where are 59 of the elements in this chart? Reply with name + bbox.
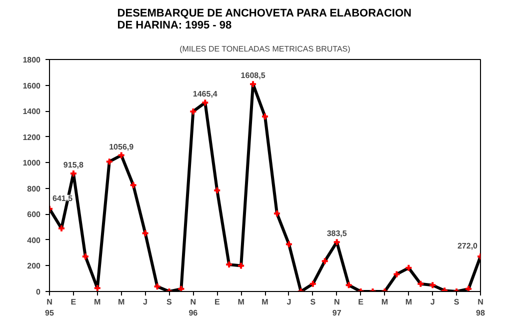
y-tick-label: 1200 (22, 132, 42, 142)
point (284, 240, 293, 248)
y-tick-label: 1000 (22, 158, 42, 168)
y-tick-label: 200 (27, 262, 42, 271)
y-tick-label: 400 (27, 236, 42, 245)
chart-title: DESEMBARQUE DE ANCHOVETA PARA ELABORACION DE HARINA: 1995 - 98 (117, 8, 412, 32)
x-tick-label: N 95 (45, 298, 54, 318)
point (213, 186, 222, 194)
x-tick-label: E (358, 298, 364, 306)
y-tick-label: 1400 (22, 107, 42, 116)
data-label: 1465,4 (192, 90, 218, 99)
data-label: 1056,9 (109, 142, 134, 152)
x-tick-label: M (94, 298, 102, 306)
x-tick-label: S (310, 298, 316, 306)
point (404, 264, 413, 272)
x-tick-label: M (262, 298, 269, 306)
point (93, 284, 102, 292)
x-tick-label: N 97 (332, 298, 342, 318)
point (332, 238, 341, 246)
y-tick-label: 1800 (22, 56, 42, 64)
y-tick-label: 0 (36, 288, 42, 296)
point (105, 158, 114, 166)
x-tick-label: M (238, 298, 245, 306)
point (428, 281, 437, 290)
x-tick-label: J (143, 298, 148, 306)
data-label: 1608,5 (240, 71, 266, 80)
point (117, 151, 126, 160)
data-label: 272,0 (457, 241, 478, 250)
x-tick-label: S (166, 298, 173, 306)
x-tick-label: J (286, 298, 292, 306)
x-tick-label: M (118, 298, 125, 306)
point (249, 80, 258, 88)
point (320, 257, 329, 266)
y-tick-label: 1600 (22, 81, 42, 90)
point (129, 181, 138, 190)
x-tick-label: E (214, 298, 220, 306)
x-tick-label: M (405, 298, 412, 306)
y-tick-label: 800 (27, 184, 42, 194)
chart-subtitle: (MILES DE TONELADAS METRICAS BRUTAS) (180, 44, 351, 54)
point (201, 98, 210, 107)
x-tick-label: M (381, 298, 388, 306)
x-tick-label: N 98 (476, 298, 486, 318)
y-tick-label: 600 (27, 210, 42, 220)
point (308, 280, 317, 288)
point (416, 280, 425, 288)
point (57, 224, 66, 232)
point (237, 262, 246, 270)
data-label: 915,8 (63, 160, 84, 170)
x-tick-label: E (70, 298, 77, 306)
x-tick-label: J (430, 298, 435, 306)
point (464, 284, 473, 292)
point (392, 270, 401, 278)
x-tick-label: N 96 (188, 298, 198, 318)
point (141, 229, 150, 238)
point (344, 281, 353, 290)
data-label: 641,5 (52, 194, 74, 203)
point (177, 284, 186, 292)
data-label: 383,5 (326, 229, 348, 238)
x-tick-label: S (454, 298, 460, 306)
